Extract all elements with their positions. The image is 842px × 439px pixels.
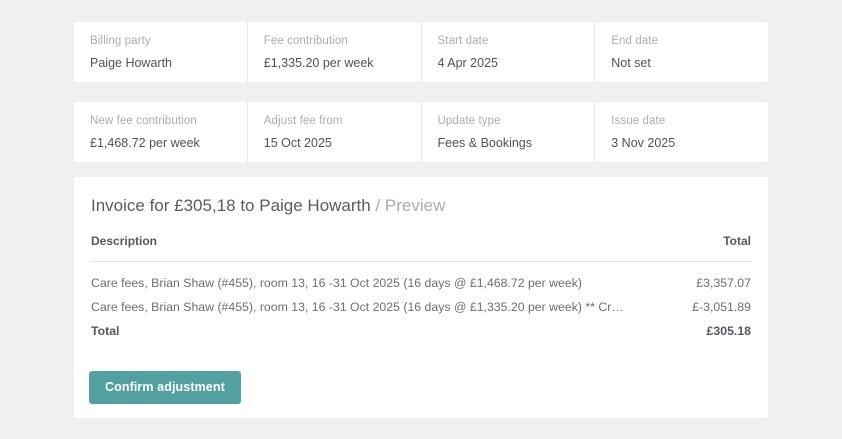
column-header-total: Total bbox=[630, 233, 752, 262]
invoice-title-preview-suffix: / Preview bbox=[370, 196, 446, 215]
line-item-description: Care fees, Brian Shaw (#455), room 13, 1… bbox=[91, 300, 630, 314]
summary-cell-value: £1,335.20 per week bbox=[263, 56, 374, 70]
line-item-description: Care fees, Brian Shaw (#455), room 13, 1… bbox=[91, 276, 582, 290]
summary-cell-value: Not set bbox=[611, 56, 651, 70]
summary-cell-end-date: End date Not set bbox=[595, 22, 768, 82]
invoice-table-header-row: Description Total bbox=[90, 233, 752, 262]
summary-card-row-2: New fee contribution £1,468.72 per week … bbox=[74, 102, 768, 162]
summary-cell-label: End date bbox=[611, 35, 659, 47]
summary-cell-label: New fee contribution bbox=[90, 115, 197, 127]
line-item-amount: £3,357.07 bbox=[696, 276, 751, 290]
summary-cell-adjust-fee-from: Adjust fee from 15 Oct 2025 bbox=[248, 102, 422, 162]
summary-cell-label: Start date bbox=[437, 35, 489, 47]
invoice-total-label: Total bbox=[91, 324, 120, 338]
summary-cell-label: Issue date bbox=[611, 115, 666, 127]
summary-cell-value: Fees & Bookings bbox=[437, 136, 533, 150]
summary-cell-label: Adjust fee from bbox=[263, 115, 343, 127]
summary-cell-label: Fee contribution bbox=[263, 35, 348, 47]
summary-cell-start-date: Start date 4 Apr 2025 bbox=[422, 22, 596, 82]
summary-cell-value: Paige Howarth bbox=[90, 56, 172, 70]
line-item-amount: £-3,051.89 bbox=[692, 300, 751, 314]
table-row: Care fees, Brian Shaw (#455), room 13, 1… bbox=[90, 295, 752, 319]
summary-cell-issue-date: Issue date 3 Nov 2025 bbox=[595, 102, 768, 162]
summary-cell-label: Billing party bbox=[90, 35, 151, 47]
summary-cell-value: 4 Apr 2025 bbox=[437, 56, 498, 70]
invoice-title-main: Invoice for £305,18 to Paige Howarth bbox=[91, 196, 371, 215]
summary-cell-value: 3 Nov 2025 bbox=[611, 136, 676, 150]
summary-cell-label: Update type bbox=[437, 115, 501, 127]
summary-cell-billing-party: Billing party Paige Howarth bbox=[74, 22, 248, 82]
invoice-table-head: Description Total bbox=[90, 233, 752, 262]
invoice-line-items-table: Description Total Care fees, Brian Shaw … bbox=[90, 233, 752, 343]
invoice-title: Invoice for £305,18 to Paige Howarth / P… bbox=[90, 177, 752, 217]
summary-cell-new-fee-contribution: New fee contribution £1,468.72 per week bbox=[74, 102, 248, 162]
summary-cell-value: 15 Oct 2025 bbox=[263, 136, 332, 150]
table-row: Care fees, Brian Shaw (#455), room 13, 1… bbox=[90, 262, 752, 296]
summary-cell-value: £1,468.72 per week bbox=[90, 136, 200, 150]
invoice-table-body: Care fees, Brian Shaw (#455), room 13, 1… bbox=[90, 262, 752, 344]
summary-card-row-1: Billing party Paige Howarth Fee contribu… bbox=[74, 22, 768, 82]
invoice-total-row: Total £305.18 bbox=[90, 319, 752, 343]
invoice-total-amount: £305.18 bbox=[706, 324, 751, 338]
summary-cell-update-type: Update type Fees & Bookings bbox=[422, 102, 596, 162]
column-header-description: Description bbox=[90, 233, 630, 262]
confirm-adjustment-button[interactable]: Confirm adjustment bbox=[89, 371, 241, 404]
summary-cell-fee-contribution: Fee contribution £1,335.20 per week bbox=[248, 22, 422, 82]
